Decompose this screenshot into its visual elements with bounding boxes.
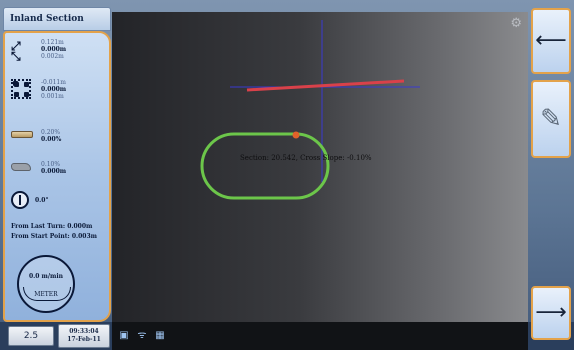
grid-points-icon: [11, 79, 31, 99]
left-info-panel: ⤢ ⤡ 0.121m 0.000m 0.002m -0.011m 0.000m 0…: [3, 31, 111, 322]
elevation-value-3: 0.001m: [41, 93, 64, 100]
material-value-2: 0.000m: [41, 168, 67, 175]
offset-value-2: 0.000m: [41, 46, 67, 53]
section-readout: Section: 20.542, Cross Slope: -0.10%: [240, 154, 372, 162]
elevation-value-2: 0.000m: [41, 86, 67, 93]
speed-value: 0.0 m/min: [28, 273, 64, 280]
map-viewport[interactable]: Section: 20.542, Cross Slope: -0.10% ⚙: [112, 12, 528, 322]
back-button[interactable]: ⟵: [531, 8, 571, 74]
slope-value-2: 0.00%: [41, 136, 62, 143]
back-arrow-icon: ⟵: [535, 28, 567, 53]
status-strip: ▣ ᯤ ▦: [112, 322, 528, 350]
forward-button[interactable]: ⟶: [531, 286, 571, 340]
pencil-icon: ✎: [540, 104, 562, 134]
clock-date: 17-Feb-11: [67, 336, 101, 343]
forward-arrow-icon: ⟶: [535, 300, 567, 325]
distance-last-turn: From Last Turn: 0.000m: [11, 223, 93, 230]
clock-time: 09:33:04: [69, 328, 99, 335]
offset-value-1: 0.121m: [41, 39, 64, 46]
elevation-value-1: -0.011m: [41, 79, 66, 86]
speed-gauge: 0.0 m/min METER: [17, 255, 75, 313]
track-loop: [200, 132, 330, 200]
material-icon: [11, 163, 31, 171]
position-marker: [292, 131, 300, 139]
zoom-level[interactable]: 2.5: [8, 326, 54, 346]
row-arrows-icon: ⤢ ⤡: [11, 39, 21, 63]
viewport-drawing: [200, 20, 420, 200]
right-rail: ⟵ ✎ ⟶: [531, 8, 573, 340]
material-value-1: 0.10%: [41, 161, 61, 168]
distance-start-point: From Start Point: 0.003m: [11, 233, 97, 240]
compass-icon: [11, 191, 29, 209]
offset-value-3: 0.002m: [41, 53, 64, 60]
slope-value-1: 0.20%: [41, 129, 61, 136]
speed-unit: METER: [34, 291, 58, 298]
clock: 09:33:04 17-Feb-11: [58, 324, 110, 348]
machine-icon: ▣: [119, 330, 129, 341]
edit-button[interactable]: ✎: [531, 80, 571, 158]
window-title: Inland Section: [3, 7, 111, 31]
blade-icon: [11, 131, 33, 138]
cross-section-line: [246, 79, 405, 92]
bottom-bar: 2.5 09:33:04 17-Feb-11 ▣ ᯤ ▦: [0, 322, 574, 350]
chart-icon: ▦: [155, 330, 165, 341]
signal-icon: ᯤ: [137, 330, 147, 341]
settings-icon[interactable]: ⚙: [510, 16, 522, 31]
heading-value: 0.0°: [35, 197, 49, 204]
